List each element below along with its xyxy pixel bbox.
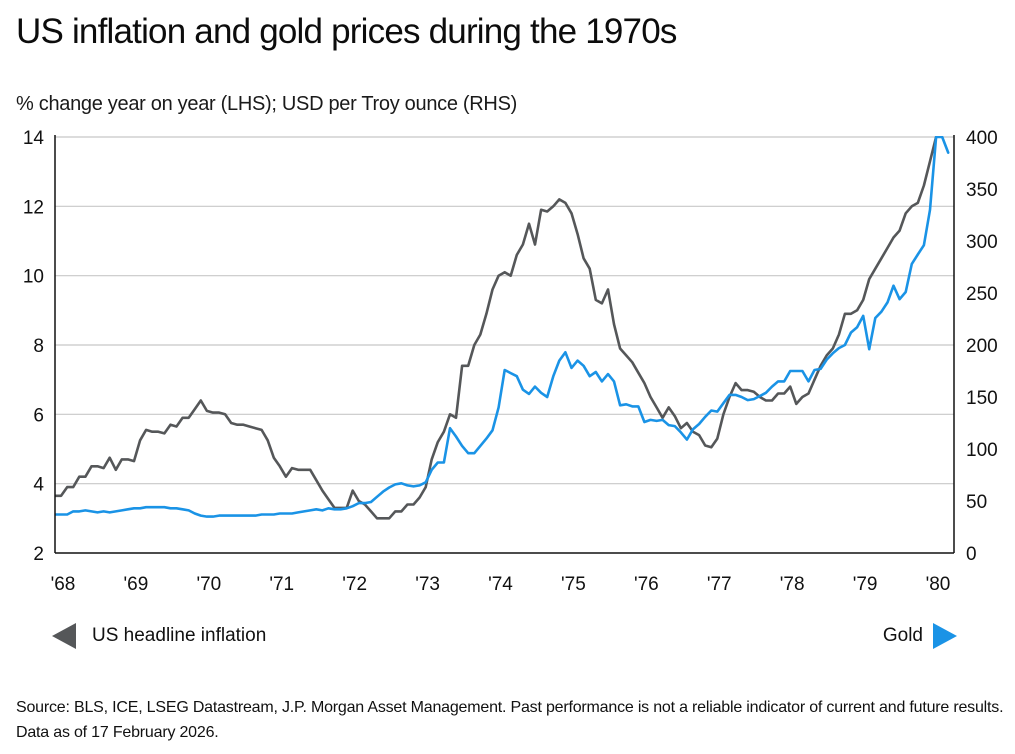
legend-gold: Gold: [883, 623, 957, 649]
left-triangle-icon: [52, 623, 76, 649]
gridlines: [55, 136, 954, 485]
x-tick-label: '75: [561, 574, 586, 595]
gold-line: [55, 136, 950, 518]
left-tick-label: 10: [23, 267, 44, 288]
left-axis-ticks: 2 4 6 8 10 12 14: [23, 128, 45, 565]
right-tick-label: 0: [966, 544, 977, 565]
right-triangle-icon: [933, 623, 957, 649]
series-lines: [55, 136, 950, 520]
x-tick-label: '78: [780, 574, 805, 595]
right-tick-label: 350: [966, 180, 998, 201]
left-tick-label: 12: [23, 197, 44, 218]
x-tick-label: '73: [415, 574, 440, 595]
right-tick-label: 100: [966, 440, 998, 461]
right-tick-label: 250: [966, 284, 998, 305]
inflation-line: [55, 136, 938, 520]
legend-inflation-label: US headline inflation: [92, 625, 267, 646]
right-tick-label: 150: [966, 388, 998, 409]
source-footnote: Source: BLS, ICE, LSEG Datastream, J.P. …: [16, 699, 1004, 741]
chart-subtitle: % change year on year (LHS); USD per Tro…: [16, 93, 517, 115]
left-tick-label: 2: [33, 544, 44, 565]
legend-gold-label: Gold: [882, 625, 923, 646]
right-axis-ticks: 0 50 100 150 200 250 300 350 400: [966, 128, 998, 565]
x-tick-label: '77: [707, 574, 732, 595]
right-tick-label: 200: [966, 336, 998, 357]
x-tick-label: '71: [269, 574, 294, 595]
x-tick-label: '68: [51, 574, 76, 595]
x-tick-label: '72: [342, 574, 367, 595]
left-tick-label: 4: [33, 475, 44, 496]
x-axis-ticks: '68 '69 '70 '71 '72 '73 '74 '75 '76 '77 '78 '79 '80: [51, 574, 951, 595]
x-tick-label: '74: [488, 574, 513, 595]
axes: [54, 135, 955, 554]
x-tick-label: '79: [853, 574, 878, 595]
left-tick-label: 14: [23, 128, 45, 149]
x-tick-label: '76: [634, 574, 659, 595]
x-tick-label: '69: [124, 574, 149, 595]
x-tick-label: '80: [926, 574, 951, 595]
chart-title: US inflation and gold prices during the …: [16, 12, 677, 51]
x-tick-label: '70: [196, 574, 221, 595]
right-tick-label: 50: [966, 492, 987, 513]
right-tick-label: 300: [966, 232, 998, 253]
right-tick-label: 400: [966, 128, 998, 149]
legend-inflation: US headline inflation: [52, 623, 266, 649]
left-tick-label: 6: [33, 405, 44, 426]
left-tick-label: 8: [33, 336, 44, 357]
